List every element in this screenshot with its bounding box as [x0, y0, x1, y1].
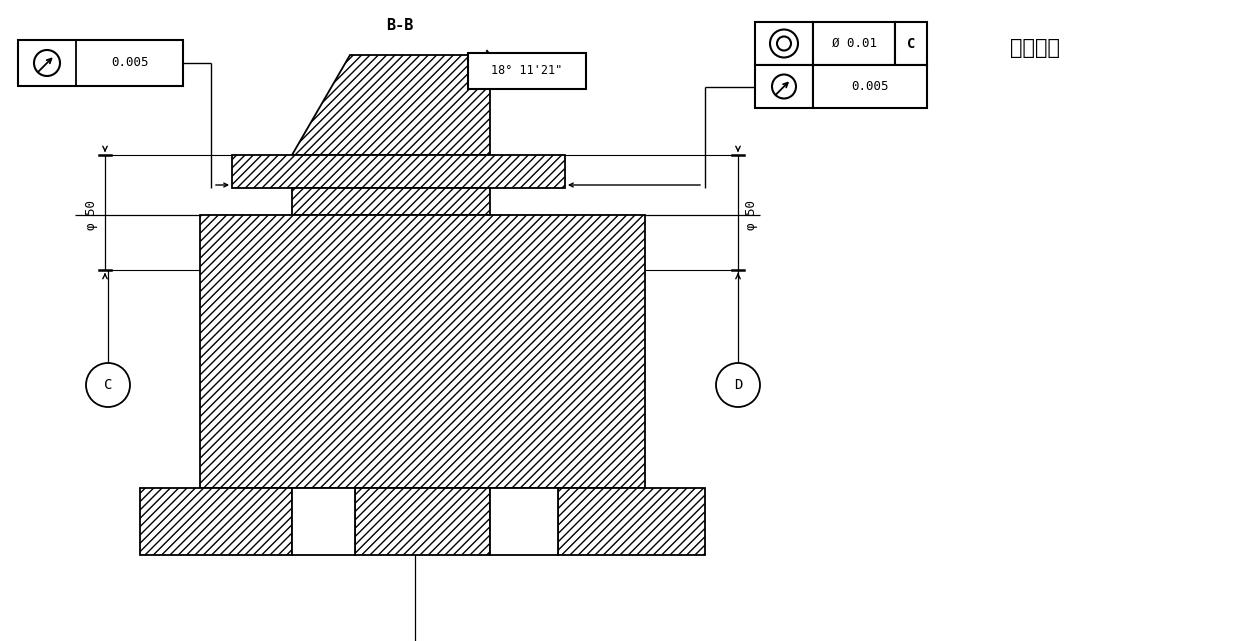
Circle shape	[715, 363, 760, 407]
Bar	[813, 65, 928, 108]
Polygon shape	[232, 155, 565, 188]
Text: 给出偏差: 给出偏差	[1011, 38, 1060, 58]
Bar	[755, 22, 813, 65]
Polygon shape	[558, 488, 706, 555]
Circle shape	[86, 363, 130, 407]
Text: 18° 11'21": 18° 11'21"	[491, 65, 563, 78]
Bar	[895, 22, 928, 65]
Text: D: D	[734, 378, 743, 392]
Text: Ø 0.01: Ø 0.01	[832, 37, 877, 50]
Bar	[291, 488, 355, 555]
Polygon shape	[140, 488, 291, 555]
Text: C: C	[906, 37, 915, 51]
Polygon shape	[200, 215, 645, 488]
Text: C: C	[104, 378, 112, 392]
Bar	[467, 53, 587, 89]
Text: 0.005: 0.005	[851, 80, 889, 93]
Bar	[755, 65, 813, 108]
Polygon shape	[291, 188, 490, 215]
Polygon shape	[291, 55, 490, 155]
Text: φ 50: φ 50	[84, 200, 98, 230]
Polygon shape	[355, 488, 490, 555]
Bar	[490, 488, 558, 555]
Bar	[813, 22, 895, 65]
Text: 0.005: 0.005	[110, 56, 149, 69]
Text: φ 50: φ 50	[745, 200, 759, 230]
Text: B-B: B-B	[387, 17, 414, 33]
Bar	[19, 40, 184, 86]
